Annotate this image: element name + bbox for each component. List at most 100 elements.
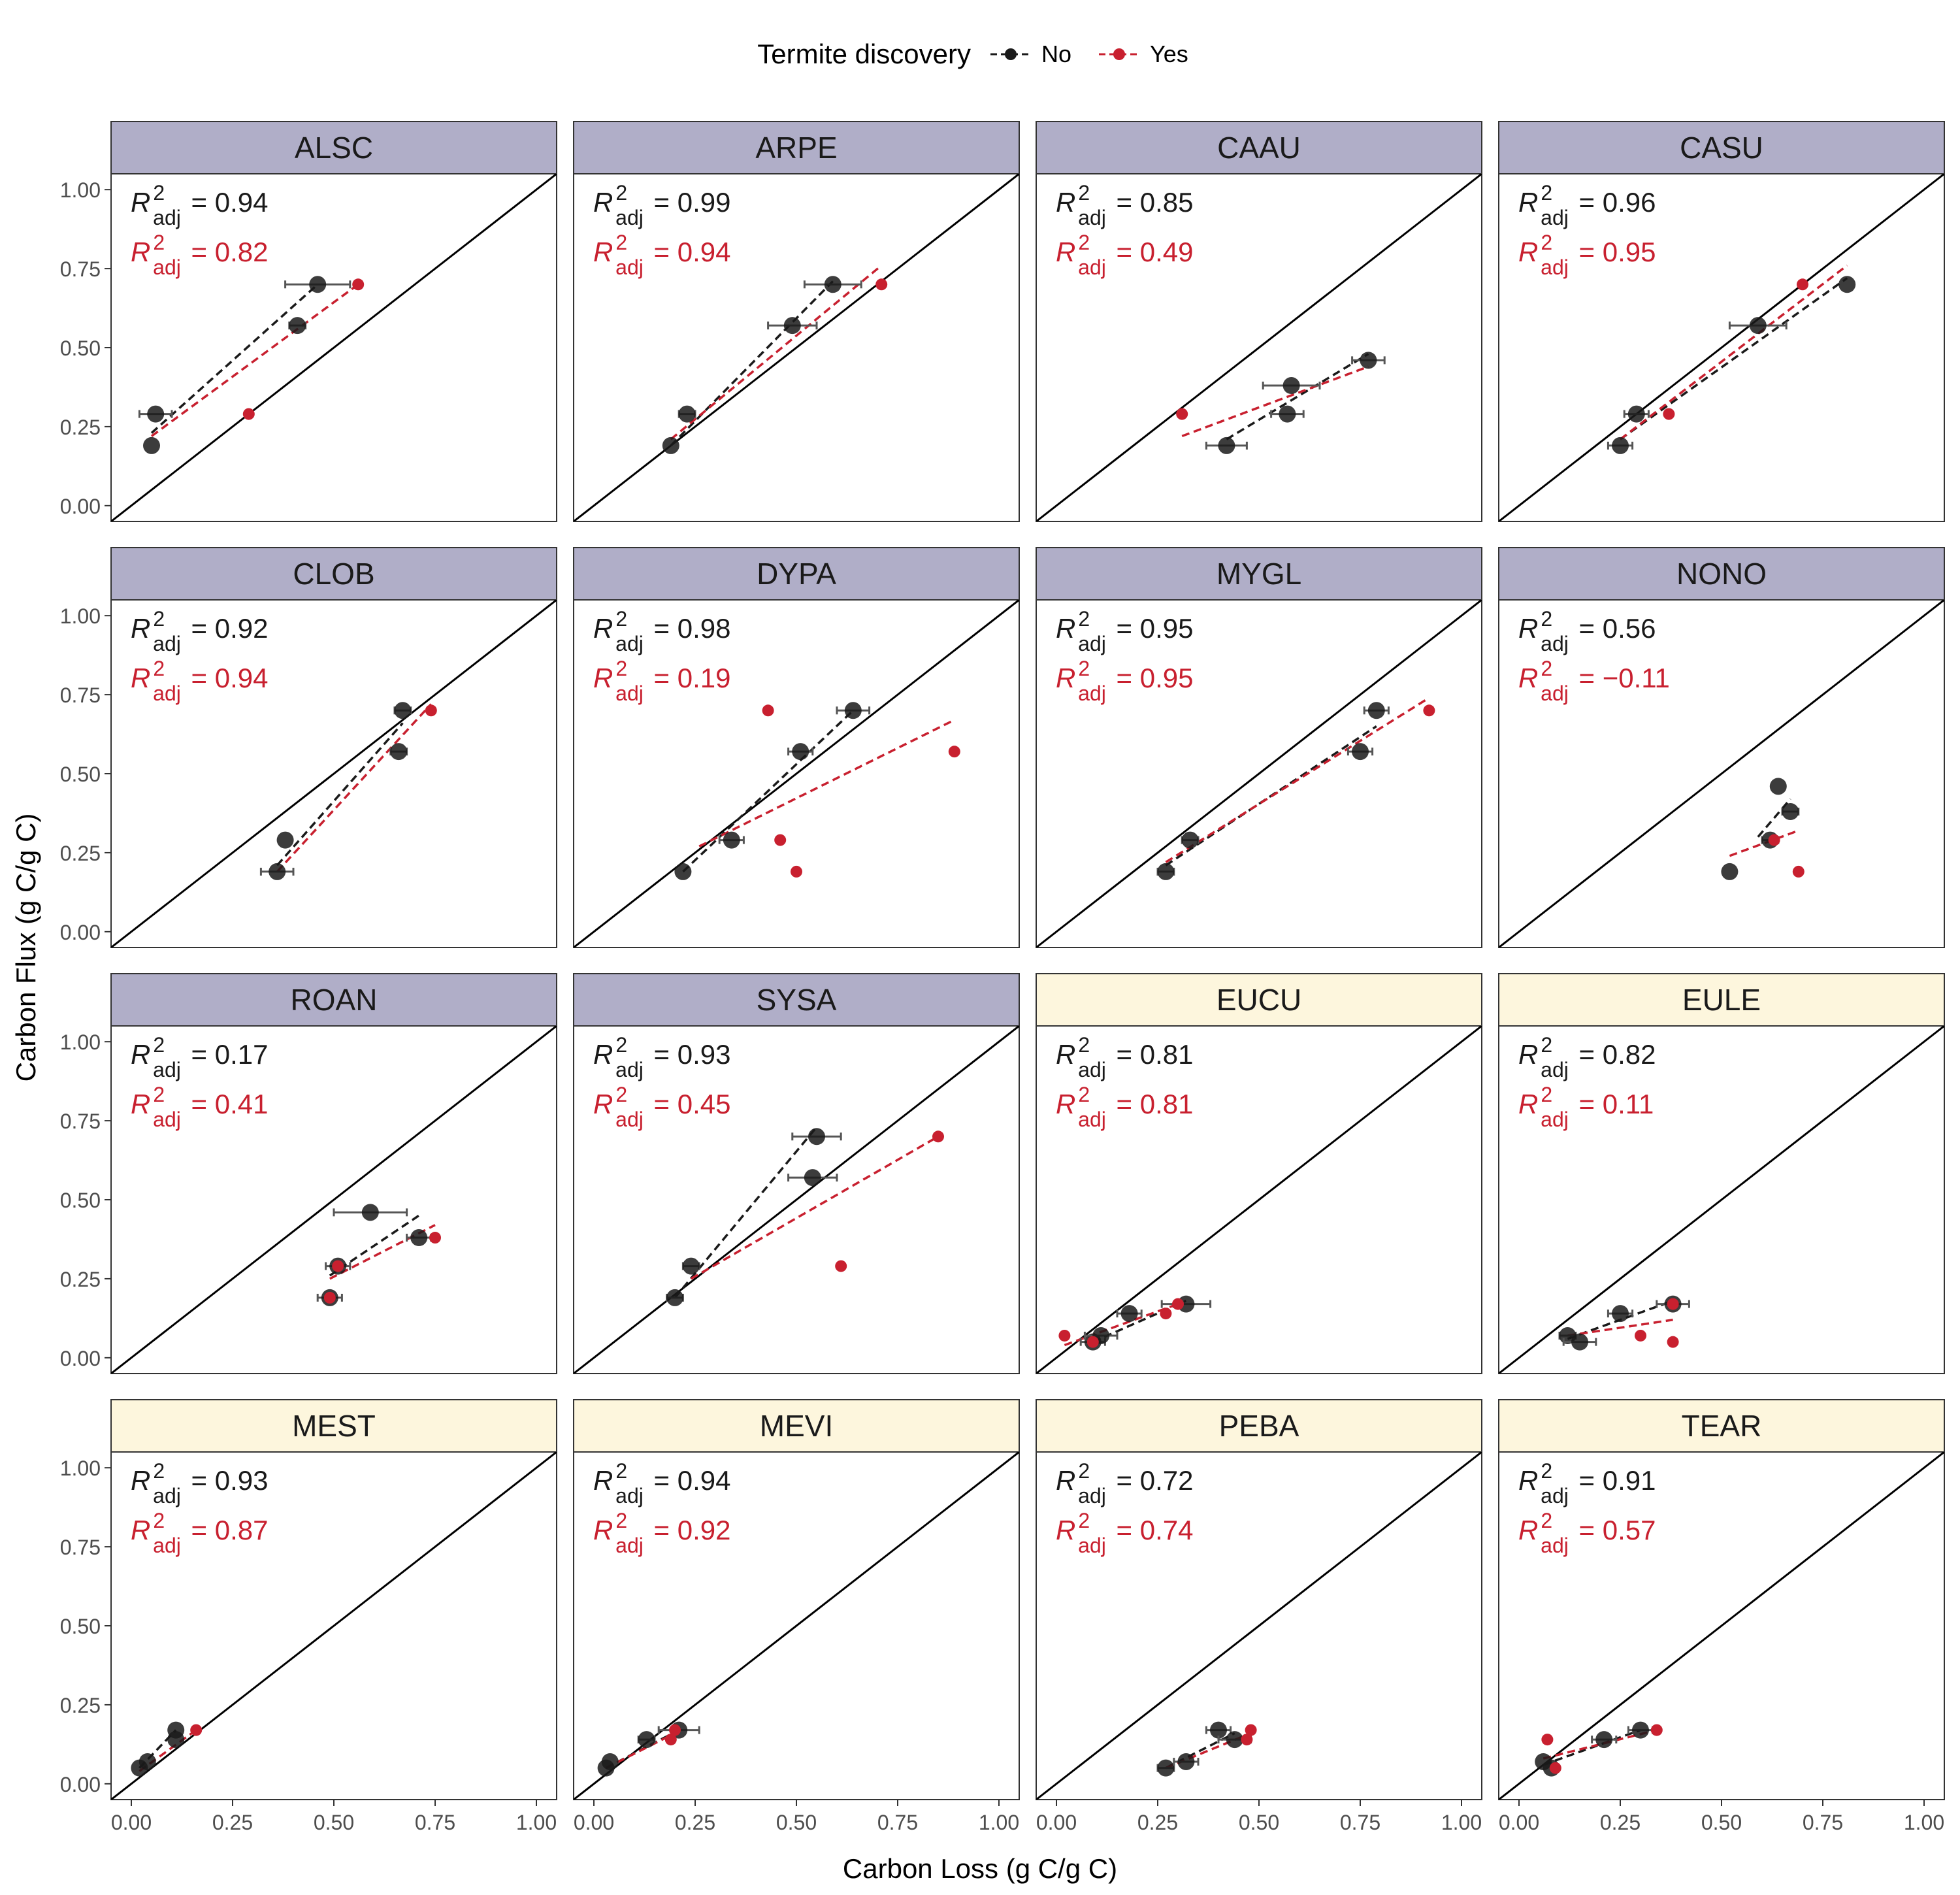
point-yes <box>323 1291 336 1304</box>
facet-strip <box>1498 547 1945 601</box>
one-to-one-line <box>111 600 557 948</box>
x-tick-label: 0.50 <box>776 1811 817 1834</box>
y-tick-label: 0.25 <box>60 842 101 865</box>
r2-no-label: R 2 adj = 0.96 <box>1518 181 1656 229</box>
point-no <box>1279 405 1296 423</box>
point-yes <box>1549 1762 1561 1774</box>
point-yes <box>429 1232 441 1244</box>
y-tick-label: 0.50 <box>60 763 101 786</box>
point-yes <box>948 746 960 758</box>
facet-clob: CLOB R 2 adj = 0.92R 2 adj = 0.94 0.00 0.25 0.50… <box>60 547 557 948</box>
point-no <box>678 405 696 423</box>
fit-line-yes <box>150 283 359 437</box>
point-no <box>394 702 412 719</box>
point-no <box>361 1204 379 1221</box>
one-to-one-line <box>1036 1026 1482 1374</box>
fit-line-yes <box>690 1135 939 1280</box>
y-tick-label: 0.75 <box>60 684 101 707</box>
r2-yes-label: R 2 adj = 0.45 <box>593 1083 730 1131</box>
r2-no-label: R 2 adj = 0.94 <box>131 181 268 229</box>
point-no <box>638 1731 655 1749</box>
one-to-one-line <box>111 174 557 521</box>
legend: Termite discovery No Yes <box>0 33 1960 76</box>
point-yes <box>932 1130 944 1143</box>
fit-line-yes <box>1064 1302 1179 1347</box>
fit-line-yes <box>329 1224 436 1280</box>
legend-key-no-icon <box>990 48 1031 60</box>
point-no <box>1352 743 1369 761</box>
facet-strip-label: MEST <box>292 1409 376 1443</box>
fit-line-yes <box>1543 1728 1658 1760</box>
legend-title: Termite discovery <box>757 39 971 69</box>
one-to-one-line <box>1499 600 1944 948</box>
legend-item-no: No <box>989 41 1071 68</box>
point-no <box>1157 863 1175 880</box>
facet-mygl: MYGL R 2 adj = 0.95R 2 adj = 0.95 <box>1036 547 1482 948</box>
point-no <box>289 317 306 335</box>
point-no <box>1181 831 1199 849</box>
r2-yes-label: R 2 adj = 0.41 <box>131 1083 268 1131</box>
legend-item-yes: Yes <box>1098 41 1188 68</box>
point-no <box>723 831 740 849</box>
x-tick-label: 0.25 <box>1600 1811 1641 1834</box>
y-axis-title: Carbon Flux (g C/g C) <box>10 813 41 1082</box>
point-yes <box>664 1734 677 1746</box>
x-tick-label: 0.50 <box>1701 1811 1742 1834</box>
one-to-one-line <box>574 600 1019 948</box>
one-to-one-line <box>574 1026 1019 1374</box>
facet-mevi: MEVI R 2 adj = 0.94R 2 adj = 0.92 0.00 0.25 0.50… <box>573 1399 1020 1834</box>
one-to-one-line <box>1036 174 1482 521</box>
y-tick-label: 0.25 <box>60 416 101 439</box>
fit-line-yes <box>698 719 955 848</box>
point-yes <box>1768 834 1780 846</box>
point-no <box>662 437 679 454</box>
r2-yes-label: R 2 adj = 0.11 <box>1518 1083 1654 1131</box>
panel-content <box>1499 1452 1944 1800</box>
fit-line-yes <box>1181 365 1369 438</box>
point-no <box>1838 276 1856 293</box>
point-no <box>1177 1753 1195 1770</box>
facet-arpe: ARPE R 2 adj = 0.99R 2 adj = 0.94 <box>573 121 1020 522</box>
y-tick-label: 0.75 <box>60 1110 101 1133</box>
r2-yes-label: R 2 adj = 0.57 <box>1518 1509 1656 1557</box>
facet-strip <box>1036 973 1482 1027</box>
facet-strip <box>1036 1399 1482 1453</box>
point-no <box>309 276 327 293</box>
r2-yes-label: R 2 adj = 0.87 <box>131 1509 268 1557</box>
facet-dypa: DYPA R 2 adj = 0.98R 2 adj = 0.19 <box>573 547 1020 948</box>
facet-strip-label: TEAR <box>1682 1409 1762 1443</box>
point-yes <box>1160 1308 1172 1320</box>
y-tick-label: 1.00 <box>60 1457 101 1480</box>
legend-label-yes: Yes <box>1150 41 1188 67</box>
point-yes <box>190 1724 203 1736</box>
point-yes <box>1797 278 1808 291</box>
facet-strip-label: CASU <box>1680 131 1763 165</box>
point-yes <box>1245 1724 1257 1736</box>
facet-eule: EULE R 2 adj = 0.82R 2 adj = 0.11 <box>1498 973 1945 1374</box>
point-no <box>682 1257 700 1275</box>
y-tick-label: 0.00 <box>60 1773 101 1796</box>
r2-yes-label: R 2 adj = 0.49 <box>1056 231 1193 279</box>
r2-yes-label: R 2 adj = 0.82 <box>131 231 268 279</box>
facet-strip <box>1036 121 1482 174</box>
facet-strip-label: MYGL <box>1217 557 1301 591</box>
point-no <box>1157 1759 1175 1777</box>
x-tick-label: 0.00 <box>574 1811 614 1834</box>
point-no <box>1627 405 1645 423</box>
fit-line-yes <box>1619 264 1848 440</box>
y-tick-label: 0.00 <box>60 495 101 518</box>
x-tick-label: 0.75 <box>877 1811 918 1834</box>
facet-strip-label: MEVI <box>760 1409 833 1443</box>
point-no <box>143 437 160 454</box>
facet-strip <box>573 547 1020 601</box>
facet-strip-label: DYPA <box>757 557 836 591</box>
point-no <box>1367 702 1385 719</box>
x-tick-label: 0.50 <box>314 1811 354 1834</box>
point-no <box>666 1289 683 1306</box>
x-tick-label: 0.00 <box>111 1811 152 1834</box>
one-to-one-line <box>574 174 1019 521</box>
facet-strip <box>573 121 1020 174</box>
facet-mest: MEST R 2 adj = 0.93R 2 adj = 0.87 0.00 0.25 0.50… <box>60 1399 557 1834</box>
point-yes <box>1172 1298 1184 1310</box>
fit-line-no <box>670 280 834 447</box>
